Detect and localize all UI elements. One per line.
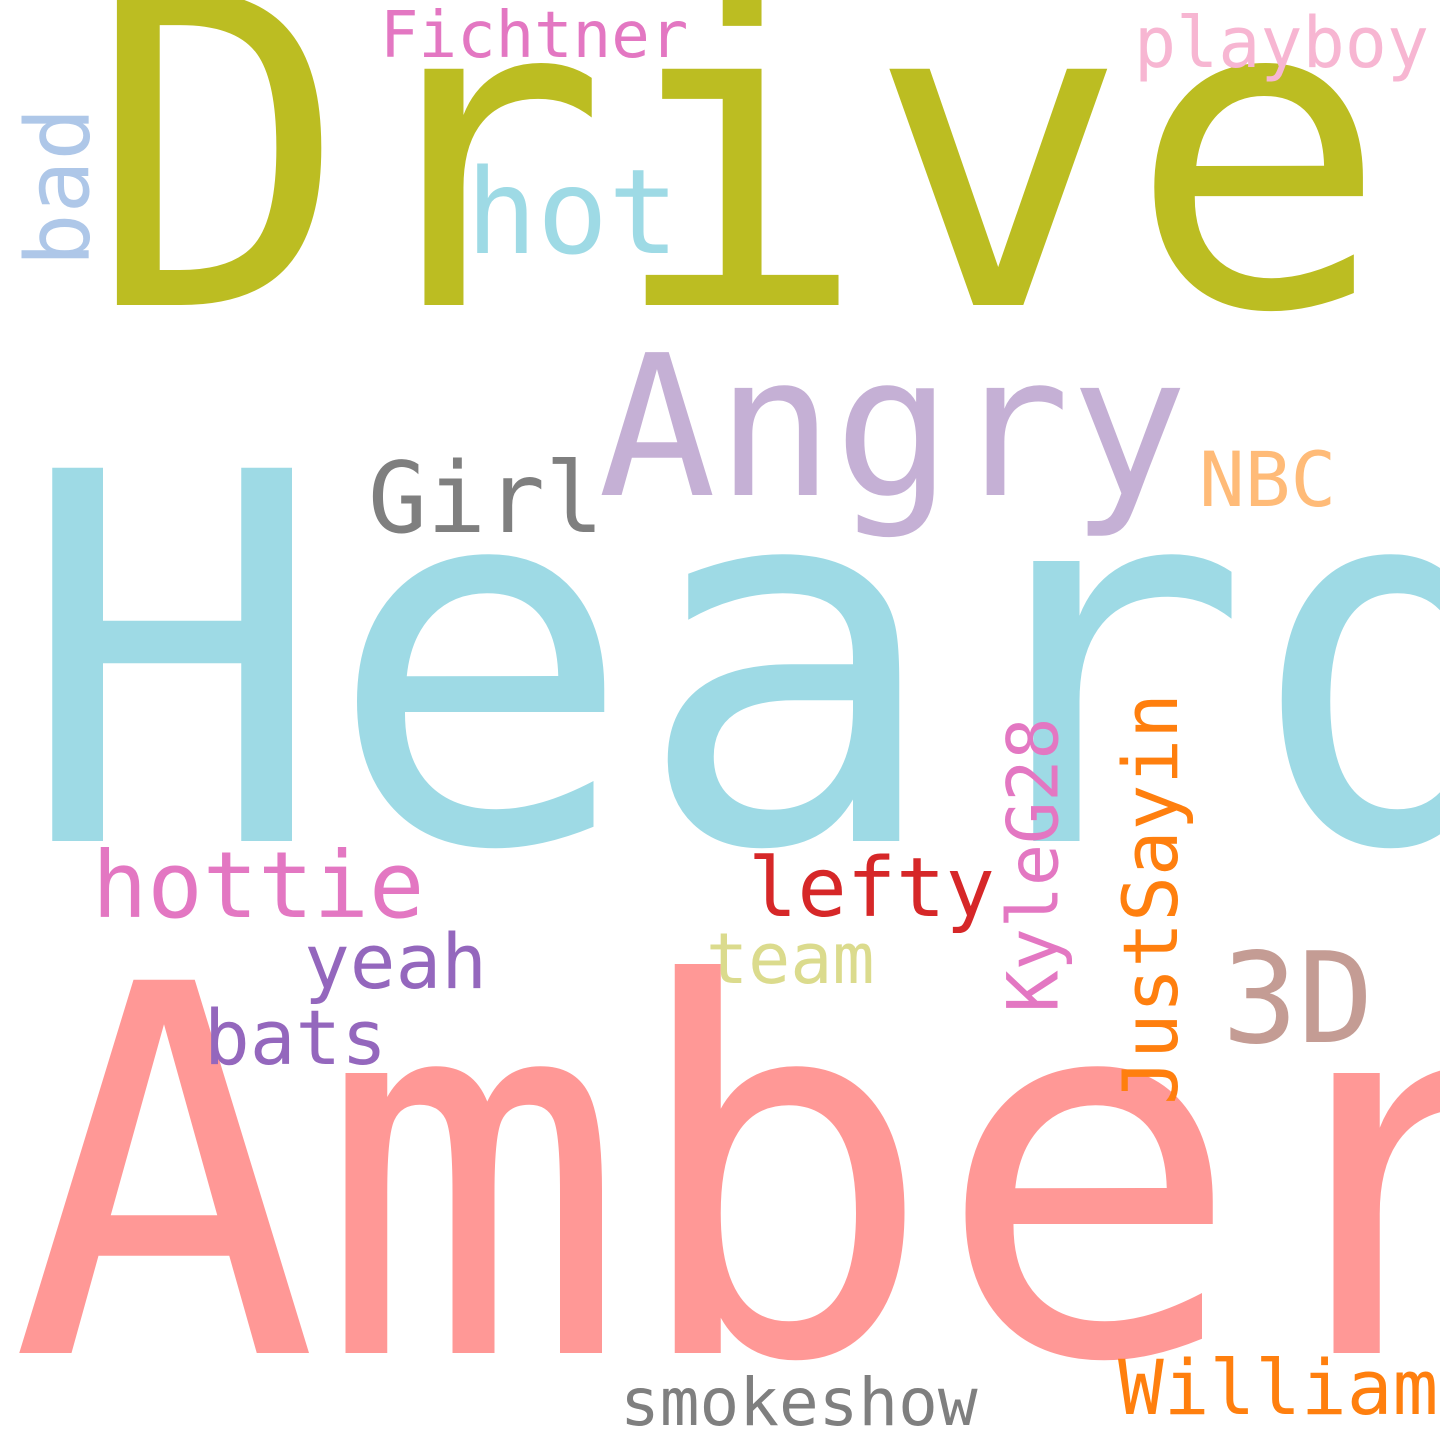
- word-fichtner: Fichtner: [380, 0, 689, 73]
- word-lefty: lefty: [748, 841, 995, 936]
- word-girl: Girl: [368, 442, 605, 556]
- word-heard: Heard: [18, 366, 1440, 962]
- word-hottie: hottie: [92, 832, 425, 939]
- word-drive: Drive: [88, 0, 1389, 407]
- word-bad: bad: [6, 107, 110, 267]
- word-nbc: NBC: [1199, 435, 1337, 524]
- word-william: William: [1118, 1343, 1439, 1432]
- word-yeah: yeah: [304, 917, 488, 1006]
- word-3d: 3D: [1222, 925, 1374, 1072]
- word-amber: Amber: [10, 878, 1440, 1440]
- word-angry: Angry: [598, 314, 1189, 542]
- word-playboy: playboy: [1134, 2, 1430, 84]
- word-kyleg28: KyleG28: [992, 717, 1075, 1013]
- word-hot: hot: [466, 143, 680, 281]
- word-justsayin: JustSayin: [1105, 693, 1195, 1105]
- word-bats: bats: [204, 993, 388, 1082]
- word-smokeshow: smokeshow: [620, 1364, 978, 1440]
- word-team: team: [706, 918, 875, 1000]
